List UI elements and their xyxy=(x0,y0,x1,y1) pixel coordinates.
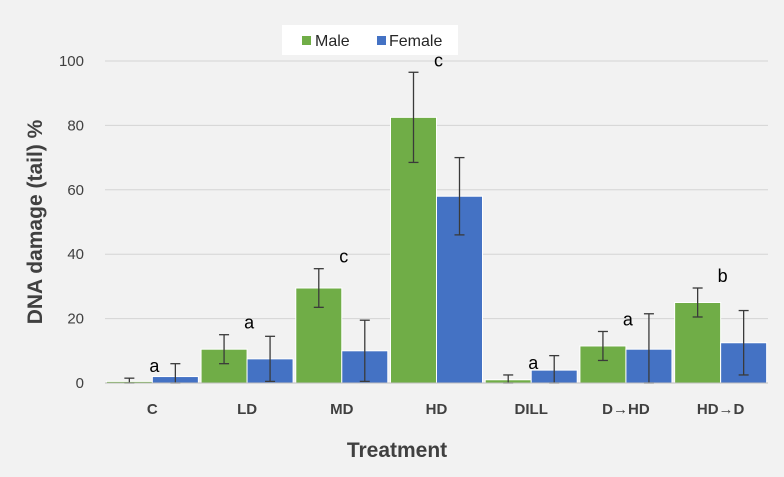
legend-box xyxy=(282,25,458,55)
x-category-label: D→HD xyxy=(602,401,650,418)
x-category-label: HD→D xyxy=(697,401,745,418)
y-tick-label: 80 xyxy=(67,117,84,134)
significance-label: b xyxy=(718,266,728,286)
x-category-label: C xyxy=(147,401,158,418)
y-axis-title: DNA damage (tail) % xyxy=(24,119,47,324)
significance-label: c xyxy=(339,247,348,267)
significance-label: a xyxy=(528,353,539,373)
error-bars xyxy=(124,71,749,384)
legend-swatch-male xyxy=(302,36,311,45)
y-tick-label: 20 xyxy=(67,311,84,328)
x-category-label: DILL xyxy=(515,401,548,418)
legend: Male Female xyxy=(282,25,458,55)
y-tick-label: 100 xyxy=(59,53,84,70)
y-tick-label: 0 xyxy=(76,375,84,392)
legend-label-male: Male xyxy=(315,33,350,50)
legend-label-female: Female xyxy=(389,33,442,50)
x-category-label: HD xyxy=(426,401,448,418)
bars xyxy=(105,116,768,384)
x-axis-title: Treatment xyxy=(347,439,447,462)
y-tick-label: 40 xyxy=(67,246,84,263)
significance-label: a xyxy=(244,313,255,333)
significance-label: a xyxy=(149,356,160,376)
significance-labels: a a c c a a b xyxy=(149,50,727,376)
y-tick-label: 60 xyxy=(67,182,84,199)
y-axis-ticks: 0 20 40 60 80 100 xyxy=(59,53,84,392)
legend-swatch-female xyxy=(377,36,386,45)
significance-label: c xyxy=(434,50,443,70)
significance-label: a xyxy=(623,309,634,329)
x-category-label: LD xyxy=(237,401,257,418)
x-category-label: MD xyxy=(330,401,353,418)
x-axis-categories: C LD MD HD DILL D→HD HD→D xyxy=(147,401,745,418)
